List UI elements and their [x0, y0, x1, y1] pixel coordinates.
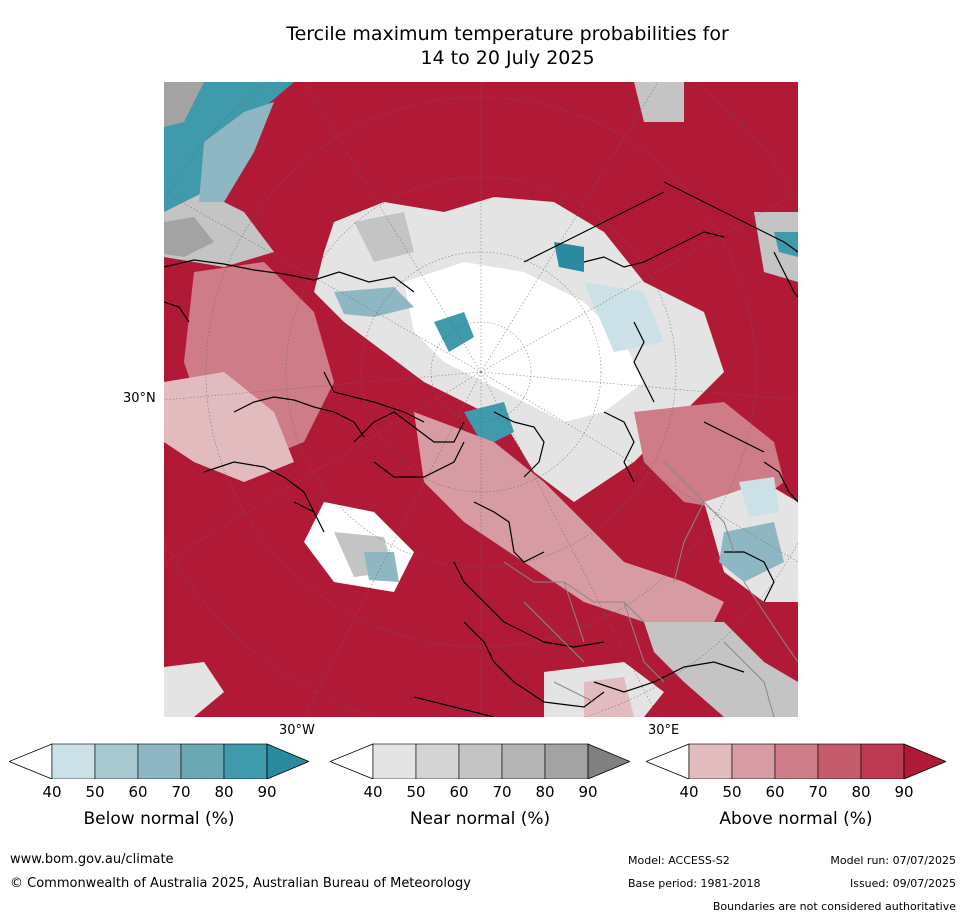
- region-below-right-2: [739, 477, 779, 517]
- colorbar-extend-high: [587, 743, 630, 779]
- colorbar-tick-label: 50: [722, 783, 742, 801]
- region-above-lighter-left: [164, 372, 294, 482]
- region-below-arctic-5: [584, 282, 664, 352]
- region-below-arctic-3: [464, 402, 514, 447]
- footer-base-period: Base period: 1981-2018: [628, 877, 761, 890]
- chart-title: Tercile maximum temperature probabilitie…: [160, 22, 855, 70]
- footer-model: Model: ACCESS-S2: [628, 854, 730, 867]
- colorbar-tick-label: 80: [535, 783, 555, 801]
- footer-copyright: © Commonwealth of Australia 2025, Austra…: [10, 876, 471, 891]
- colorbar-tick-label: 90: [257, 783, 277, 801]
- colorbar-segment: [180, 743, 225, 779]
- region-white-arctic: [404, 262, 644, 422]
- region-near-top-right: [754, 212, 798, 282]
- legend-label-near-normal: Near normal (%): [409, 809, 551, 829]
- colorbar-segment: [223, 743, 268, 779]
- colorbar-tick-label: 50: [406, 783, 426, 801]
- probability-map: [164, 82, 798, 717]
- colorbar-segment: [137, 743, 182, 779]
- region-near-left-2: [164, 217, 214, 257]
- colorbar-extend-high: [903, 743, 946, 779]
- footer-issued: Issued: 09/07/2025: [849, 877, 956, 890]
- region-above-light-centre: [414, 412, 724, 642]
- colorbar-tick-label: 90: [894, 783, 914, 801]
- coastlines: [164, 181, 798, 717]
- region-near-bottom-right: [644, 622, 798, 717]
- legend-label-above-normal: Above normal (%): [719, 809, 873, 829]
- colorbar-extend-high: [266, 743, 309, 779]
- region-below-arctic-1: [334, 287, 414, 317]
- region-below-arctic-2: [434, 312, 474, 352]
- title-line-2: 14 to 20 July 2025: [420, 47, 595, 69]
- colorbar-tick-label: 40: [679, 783, 699, 801]
- colorbar-tick-label: 70: [171, 783, 191, 801]
- colorbar-above-normal: [646, 743, 946, 779]
- colorbar-tick-label: 60: [128, 783, 148, 801]
- colorbar-extend-low: [330, 743, 374, 779]
- colorbar-tick-label: 50: [85, 783, 105, 801]
- colorbar-below-normal: [9, 743, 309, 779]
- footer-disclaimer: Boundaries are not considered authoritat…: [712, 900, 956, 913]
- colorbar-extend-low: [9, 743, 53, 779]
- colorbar-tick-label: 60: [765, 783, 785, 801]
- longitude-label-30w: 30°W: [279, 723, 315, 738]
- region-below-centre: [364, 552, 399, 582]
- region-near-bottom-left: [164, 662, 224, 717]
- colorbar-segment: [688, 743, 733, 779]
- colorbar-tick-label: 60: [449, 783, 469, 801]
- colorbar-segment: [458, 743, 503, 779]
- colorbar-segment: [415, 743, 460, 779]
- colorbar-tick-label: 40: [42, 783, 62, 801]
- colorbar-segment: [817, 743, 862, 779]
- region-below-strip: [199, 102, 274, 202]
- colorbar-segment: [51, 743, 96, 779]
- colorbar-extend-low: [646, 743, 690, 779]
- graticule: [164, 82, 798, 717]
- region-below-arctic-4: [554, 242, 584, 272]
- colorbar-segment: [94, 743, 139, 779]
- colorbar-tick-label: 80: [851, 783, 871, 801]
- legend-below-normal: Below normal (%) 40 50 60 70 80 90: [9, 743, 309, 843]
- colorbar-tick-label: 80: [214, 783, 234, 801]
- colorbar-tick-label: 70: [808, 783, 828, 801]
- longitude-label-30e: 30°E: [648, 723, 680, 738]
- region-near-top-left: [164, 82, 204, 127]
- region-below-top-right: [774, 232, 798, 257]
- latitude-label-30n: 30°N: [123, 391, 156, 406]
- region-above-bottom-right: [584, 677, 634, 717]
- region-near-arctic-dark: [354, 212, 414, 262]
- footer-website: www.bom.gov.au/climate: [10, 852, 174, 867]
- region-near-top-mid: [634, 82, 684, 122]
- title-line-1: Tercile maximum temperature probabilitie…: [286, 23, 729, 45]
- colorbar-segment: [860, 743, 905, 779]
- colorbar-segment: [501, 743, 546, 779]
- region-below-right: [719, 522, 784, 582]
- colorbar-tick-label: 90: [578, 783, 598, 801]
- colorbar-near-normal: [330, 743, 630, 779]
- legend-above-normal: Above normal (%) 40 50 60 70 80 90: [646, 743, 946, 843]
- footer-model-run: Model run: 07/07/2025: [830, 854, 956, 867]
- country-borders: [503, 461, 798, 717]
- legend-label-below-normal: Below normal (%): [83, 809, 235, 829]
- colorbar-tick-label: 40: [363, 783, 383, 801]
- legend-near-normal: Near normal (%) 40 50 60 70 80 90: [330, 743, 630, 843]
- colorbar-segment: [774, 743, 819, 779]
- colorbar-segment: [372, 743, 417, 779]
- colorbar-segment: [731, 743, 776, 779]
- colorbar-tick-label: 70: [492, 783, 512, 801]
- colorbar-segment: [544, 743, 589, 779]
